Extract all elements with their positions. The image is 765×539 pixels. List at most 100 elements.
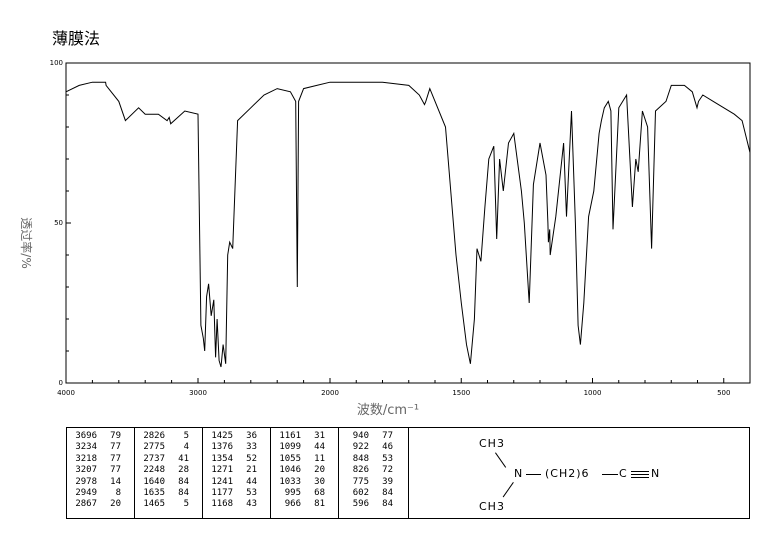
x-tick-label: 4000: [57, 389, 75, 397]
y-tick-label: 100: [50, 59, 63, 67]
peak-row: 1425 36: [203, 431, 270, 442]
peak-row: 966 81: [271, 499, 338, 510]
peak-transmittance: 46: [382, 442, 393, 453]
peak-row: 1241 44: [203, 477, 270, 488]
peak-table-column: 2826 5 2775 4 2737 41 2248 28 1640 84 1635 84 1465 5: [135, 428, 203, 518]
peak-transmittance: 4: [183, 442, 189, 453]
peak-wavenumber: 3696: [75, 431, 97, 441]
peak-wavenumber: 1465: [143, 499, 165, 510]
peak-row: 1465 5: [135, 499, 202, 510]
peak-row: 995 68: [271, 488, 338, 499]
peak-wavenumber: 2949: [75, 487, 97, 498]
peak-transmittance: 39: [382, 476, 393, 487]
peak-transmittance: 84: [178, 476, 189, 487]
peak-row: 1376 33: [203, 442, 270, 453]
peak-transmittance: 44: [246, 476, 257, 487]
peak-row: 596 84: [339, 499, 408, 510]
peak-wavenumber: 602: [352, 487, 369, 498]
peak-transmittance: 52: [246, 453, 257, 464]
peak-transmittance: 53: [382, 453, 393, 464]
methylene-chain: (CH2)6: [545, 467, 590, 480]
peak-wavenumber: 1241: [211, 476, 233, 487]
peak-transmittance: 11: [314, 453, 325, 464]
peak-wavenumber: 2978: [75, 476, 97, 487]
peak-table-column: 1425 36 1376 33 1354 52 1271 21 1241 44 1177 53 1168…: [203, 428, 271, 518]
peak-row: 922 46: [339, 442, 408, 453]
peak-row: 2978 14: [67, 477, 134, 488]
peak-transmittance: 5: [183, 499, 189, 510]
peak-transmittance: 81: [314, 499, 325, 510]
peak-wavenumber: 1635: [143, 487, 165, 498]
peak-row: 3218 77: [67, 454, 134, 465]
peak-wavenumber: 1425: [211, 431, 233, 441]
nitrile-nitrogen: N: [651, 467, 661, 480]
spectrum-line: [65, 81, 751, 368]
peak-row: 1161 31: [271, 431, 338, 442]
peak-wavenumber: 1271: [211, 465, 233, 476]
peak-transmittance: 14: [110, 476, 121, 487]
peak-row: 1055 11: [271, 454, 338, 465]
peak-wavenumber: 940: [352, 431, 369, 441]
y-axis-label: 透过率/%: [19, 217, 34, 268]
y-axis-ticks: 100 50 0: [50, 59, 71, 387]
peak-transmittance: 20: [110, 499, 121, 510]
peak-row: 3234 77: [67, 442, 134, 453]
peak-row: 1033 30: [271, 477, 338, 488]
peak-transmittance: 5: [183, 431, 189, 441]
peak-wavenumber: 1168: [211, 499, 233, 510]
peak-row: 2826 5: [135, 431, 202, 442]
peak-row: 1635 84: [135, 488, 202, 499]
peak-transmittance: 68: [314, 487, 325, 498]
peak-wavenumber: 2775: [143, 442, 165, 453]
peak-wavenumber: 922: [352, 442, 369, 453]
x-tick-label: 2000: [321, 389, 339, 397]
peak-row: 2775 4: [135, 442, 202, 453]
peak-row: 1177 53: [203, 488, 270, 499]
peak-wavenumber: 3234: [75, 442, 97, 453]
nitrile-carbon: C: [619, 467, 628, 480]
peak-row: 1046 20: [271, 465, 338, 476]
peak-table-column: 3696 79 3234 77 3218 77 3207 77 2978 14 2949 8 2867 2…: [67, 428, 135, 518]
peak-wavenumber: 775: [352, 476, 369, 487]
x-tick-label: 3000: [189, 389, 207, 397]
bottom-methyl: CH3: [479, 500, 505, 513]
peak-wavenumber: 1099: [279, 442, 301, 453]
peak-wavenumber: 1640: [143, 476, 165, 487]
peak-wavenumber: 2248: [143, 465, 165, 476]
page-title: 薄膜法: [52, 29, 101, 48]
x-axis-ticks: 4000 3000 2000 1500 1000 500: [57, 378, 730, 397]
peak-wavenumber: 2867: [75, 499, 97, 510]
peak-table-column: 940 77 922 46 848 53 826 72 775 39 602 84 596 84: [339, 428, 409, 518]
peak-row: 1640 84: [135, 477, 202, 488]
peak-transmittance: 44: [314, 442, 325, 453]
peak-transmittance: 53: [246, 487, 257, 498]
x-tick-label: 500: [717, 389, 730, 397]
peak-wavenumber: 1161: [279, 431, 301, 441]
peak-row: 3696 79: [67, 431, 134, 442]
peak-transmittance: 43: [246, 499, 257, 510]
peak-transmittance: 21: [246, 465, 257, 476]
peak-row: 1168 43: [203, 499, 270, 510]
peak-row: 2867 20: [67, 499, 134, 510]
peak-row: 2737 41: [135, 454, 202, 465]
peak-wavenumber: 3207: [75, 465, 97, 476]
peak-wavenumber: 596: [352, 499, 369, 510]
peak-transmittance: 20: [314, 465, 325, 476]
peak-transmittance: 79: [110, 431, 121, 441]
peak-row: 1271 21: [203, 465, 270, 476]
y-tick-label: 0: [59, 379, 63, 387]
peak-wavenumber: 1177: [211, 487, 233, 498]
peak-transmittance: 30: [314, 476, 325, 487]
peak-wavenumber: 966: [284, 499, 301, 510]
peak-wavenumber: 1376: [211, 442, 233, 453]
peak-transmittance: 8: [115, 487, 121, 498]
peak-transmittance: 84: [178, 487, 189, 498]
peak-transmittance: 77: [110, 453, 121, 464]
peak-transmittance: 77: [110, 465, 121, 476]
peak-table-column: 1161 31 1099 44 1055 11 1046 20 1033 30 995 68 966 81: [271, 428, 339, 518]
peak-row: 775 39: [339, 477, 408, 488]
peak-row: 2949 8: [67, 488, 134, 499]
peak-transmittance: 72: [382, 465, 393, 476]
x-axis-label: 波数/cm⁻¹: [357, 403, 419, 418]
